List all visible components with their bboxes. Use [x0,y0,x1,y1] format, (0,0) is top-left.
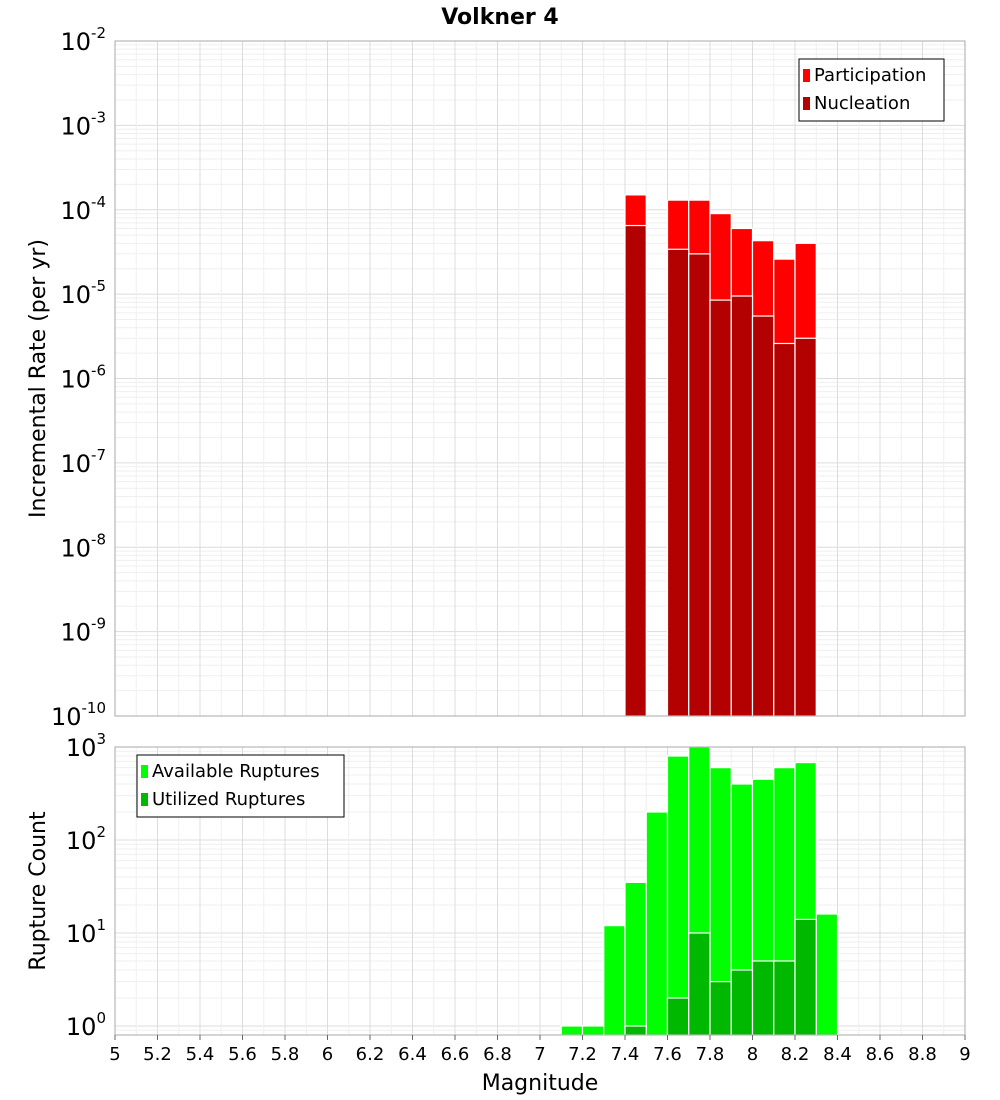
top-bar-nucleation [666,248,690,717]
x-tick-label: 8.4 [823,1044,852,1065]
bottom-bar-available-ruptures [666,755,690,1036]
bottom-bar-available-ruptures [645,811,669,1036]
x-tick-label: 7 [534,1044,545,1065]
top-y-tick-label: 10-2 [60,24,106,56]
bottom-bar-utilized-ruptures [794,918,817,1036]
x-axis-label: Magnitude [482,1071,599,1096]
x-tick-label: 6 [322,1044,333,1065]
bottom-series-utilized-ruptures [624,918,817,1036]
bottom-legend-label: Available Ruptures [152,761,320,782]
bottom-bar-available-ruptures [815,913,839,1036]
top-legend-box [798,58,945,122]
x-tick-label: 5.2 [143,1044,172,1065]
top-y-tick-label: 10-9 [60,615,106,647]
x-tick-label: 7.2 [568,1044,597,1065]
bottom-legend-swatch [141,793,148,806]
bottom-y-tick-label: 102 [66,823,106,855]
incremental-rate-panel: 10-2 10-3 10-4 10-5 10-6 10-7 10-8 10-9 10-10 Inc… [26,24,966,731]
x-tick-label: 8.8 [908,1044,937,1065]
top-y-tick-label: 10-4 [60,193,106,225]
top-y-tick-label: 10-7 [60,446,106,478]
bottom-legend: Available Ruptures Utilized Ruptures [136,754,345,818]
bottom-legend-label: Utilized Ruptures [152,789,305,810]
top-y-tick-label: 10-6 [60,362,106,394]
top-bar-nucleation [794,337,817,717]
x-tick-label: 7.6 [653,1044,682,1065]
bottom-bar-utilized-ruptures [666,997,690,1036]
top-y-tick-label: 10-5 [60,277,106,309]
x-tick-label: 8.2 [781,1044,810,1065]
bottom-bar-available-ruptures [581,1025,605,1036]
x-tick-label: 5.4 [186,1044,215,1065]
bottom-bar-utilized-ruptures [730,969,754,1036]
x-tick-label: 5.8 [271,1044,300,1065]
top-y-axis-label: Incremental Rate (per yr) [26,239,51,518]
x-tick-label: 8.6 [866,1044,895,1065]
top-legend-label: Participation [814,65,926,86]
bottom-bar-utilized-ruptures [624,1025,647,1036]
top-bar-nucleation [773,342,796,717]
top-bar-nucleation [688,253,711,717]
top-bar-nucleation [751,315,775,717]
bottom-bar-utilized-ruptures [688,932,711,1036]
bottom-bar-utilized-ruptures [709,981,732,1036]
magnitude-axis: 5 5.2 5.4 5.6 5.8 6 6.2 6.4 6.6 6.8 7 7.2 7.4 7.6 7.8 8… [109,1035,971,1096]
top-bar-nucleation [624,224,647,717]
x-tick-label: 5 [109,1044,120,1065]
chart-title: Volkner 4 [441,5,559,30]
top-legend-label: Nucleation [814,93,910,114]
bottom-y-axis-label: Rupture Count [26,811,51,971]
top-legend: Participation Nucleation [798,58,945,122]
top-y-tick-label: 10-10 [51,699,106,731]
x-tick-label: 6.4 [398,1044,427,1065]
top-y-tick-label: 10-3 [60,108,106,140]
x-tick-label: 8 [747,1044,758,1065]
bottom-bar-available-ruptures [560,1025,584,1036]
top-series-nucleation [624,224,817,717]
bottom-legend-swatch [141,765,148,778]
bottom-y-tick-label: 101 [66,916,106,948]
bottom-y-tick-label: 100 [66,1009,106,1041]
rupture-count-panel: 103 102 101 100 Rupture Count Available Ruptu… [26,730,966,1041]
top-plot-frame [114,40,966,717]
x-tick-label: 7.8 [696,1044,725,1065]
bottom-y-tick-label: 103 [66,730,106,762]
top-y-tick-label: 10-8 [60,530,106,562]
bottom-legend-box [136,754,345,818]
bottom-bar-utilized-ruptures [773,960,796,1036]
x-tick-label: 6.6 [441,1044,470,1065]
x-tick-label: 5.6 [228,1044,257,1065]
top-legend-swatch [803,69,810,82]
x-tick-label: 6.8 [483,1044,512,1065]
top-bar-nucleation [709,299,732,717]
bottom-bar-utilized-ruptures [751,960,775,1036]
x-tick-label: 9 [959,1044,970,1065]
bottom-bar-available-ruptures [603,925,626,1036]
x-tick-label: 7.4 [611,1044,640,1065]
bottom-bar-available-ruptures [624,881,647,1036]
x-tick-label: 6.2 [356,1044,385,1065]
top-bar-nucleation [730,295,754,717]
top-legend-swatch [803,97,810,110]
